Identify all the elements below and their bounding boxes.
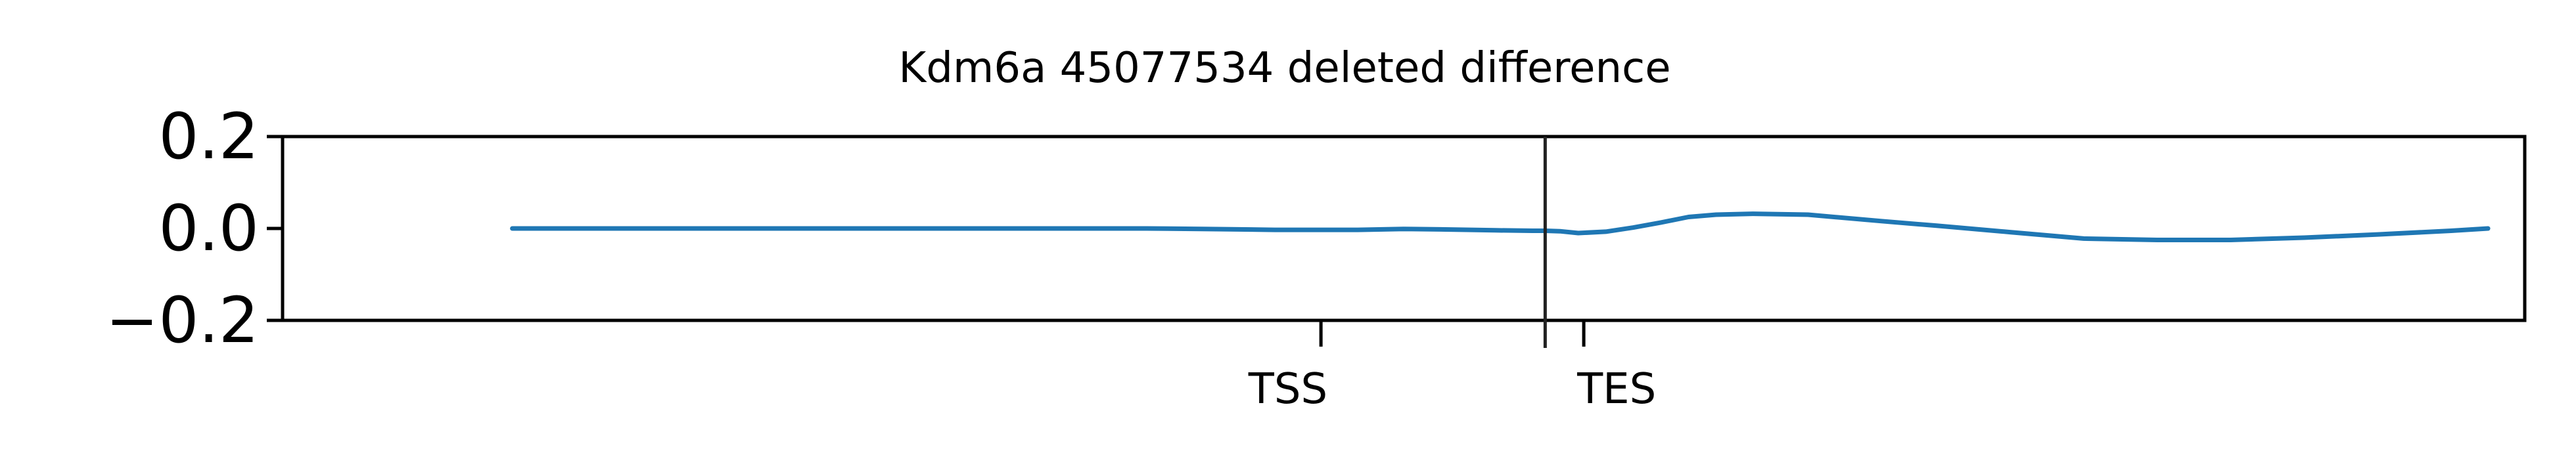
- series-line-0: [510, 211, 2491, 242]
- x-tick-label: TSS: [1248, 365, 1327, 414]
- x-tick-label: TES: [1576, 365, 1656, 414]
- y-tick-label: 0.0: [158, 192, 259, 265]
- y-tick-label: −0.2: [106, 284, 259, 357]
- plot-area: [510, 211, 2491, 242]
- chart-title: Kdm6a 45077534 deleted difference: [898, 44, 1670, 93]
- y-tick-label: 0.2: [158, 100, 259, 173]
- axis-ticks: 0.2 0.0 −0.2 TSS TES: [106, 100, 1656, 414]
